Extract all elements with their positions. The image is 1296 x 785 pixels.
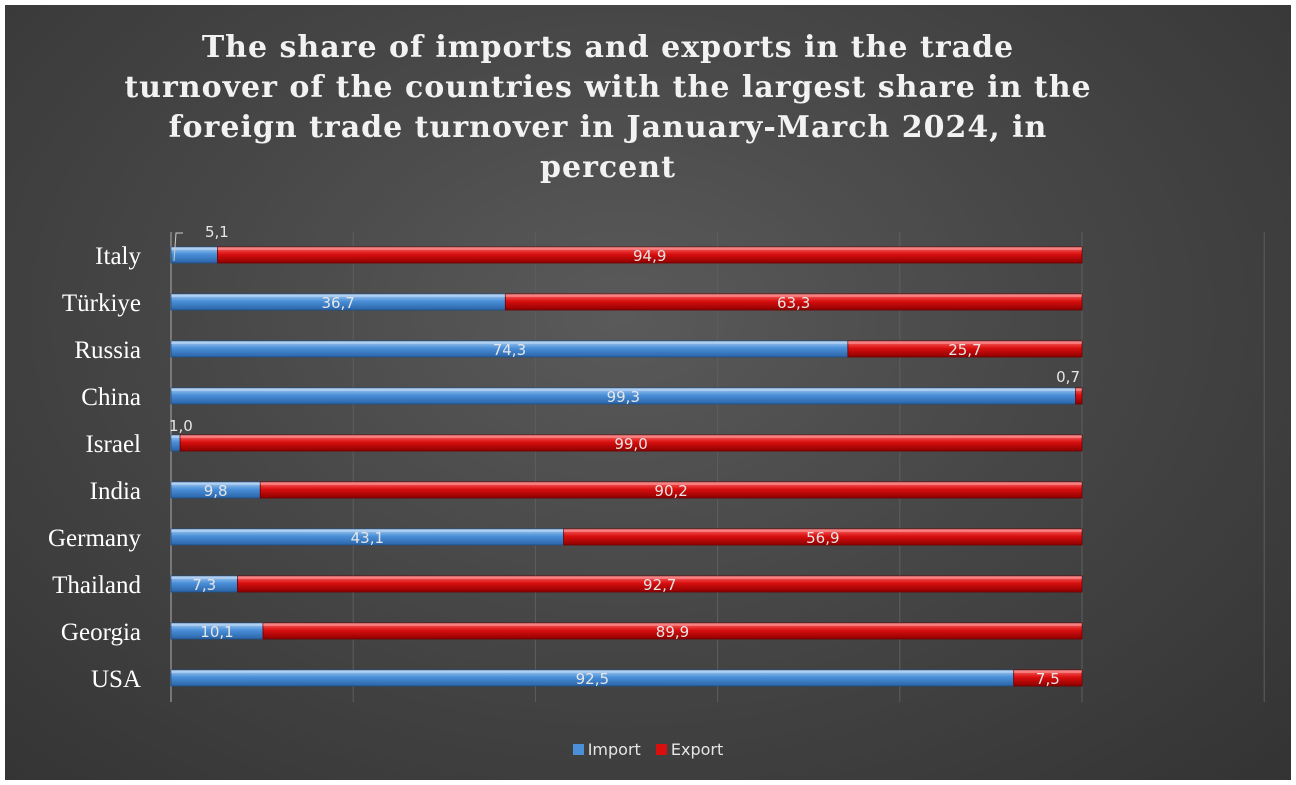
bar-highlight <box>263 623 1082 626</box>
chart-title-line-4: percent <box>540 150 676 185</box>
bar-export <box>847 340 1083 358</box>
value-label-export: 56,9 <box>806 529 839 547</box>
legend-label-export: Export <box>670 740 724 759</box>
value-label-import: 9,8 <box>204 482 228 500</box>
bar-highlight <box>171 341 848 344</box>
legend-item-import: Import <box>572 740 641 759</box>
bar-highlight <box>237 576 1083 579</box>
bar-highlight <box>260 482 1082 485</box>
bar-highlight <box>505 294 1082 297</box>
bar-export <box>1075 387 1083 405</box>
value-label-import: 1,0 <box>169 417 193 435</box>
bar-export <box>504 293 1083 311</box>
bar-export <box>237 575 1083 593</box>
bar-highlight <box>171 576 238 579</box>
value-label-import: 5,1 <box>205 223 229 241</box>
bar-highlight <box>1013 670 1082 673</box>
bar-highlight <box>847 341 1082 344</box>
value-label-export: 99,0 <box>614 435 647 453</box>
category-label: Türkiye <box>62 290 141 317</box>
bar-export <box>1013 669 1083 687</box>
bar-highlight <box>180 435 1083 438</box>
leader-line <box>173 232 183 262</box>
value-label-import: 10,1 <box>200 623 233 641</box>
bar-export <box>179 434 1083 452</box>
bar-highlight <box>171 529 564 532</box>
chart-title-line-1: The share of imports and exports in the … <box>201 30 1015 65</box>
category-label: Russia <box>74 337 141 364</box>
bar-highlight <box>563 529 1082 532</box>
bar-export <box>262 622 1083 640</box>
chart-title-line-3: foreign trade turnover in January-March … <box>168 110 1048 145</box>
value-label-import: 74,3 <box>493 341 526 359</box>
bar-highlight <box>171 388 1076 391</box>
legend-swatch-import <box>572 744 584 755</box>
bar-highlight <box>171 247 218 250</box>
bar-highlight <box>171 435 181 438</box>
legend-label-import: Import <box>587 740 641 759</box>
legend-swatch-export <box>655 744 667 755</box>
bar-highlight <box>171 294 506 297</box>
category-label: Italy <box>95 243 141 270</box>
value-label-export: 89,9 <box>656 623 689 641</box>
bar-export <box>217 246 1083 264</box>
category-label: China <box>81 384 141 411</box>
category-label: India <box>90 478 141 505</box>
value-label-export: 92,7 <box>643 576 676 594</box>
chart-title-line-2: turnover of the countries with the large… <box>124 70 1092 105</box>
value-label-import: 99,3 <box>607 388 640 406</box>
value-label-export: 94,9 <box>633 247 666 265</box>
category-label: Israel <box>85 431 141 458</box>
value-label-import: 7,3 <box>192 576 216 594</box>
value-label-import: 43,1 <box>351 529 384 547</box>
category-label: Thailand <box>52 572 141 599</box>
category-label: USA <box>91 666 141 693</box>
category-label: Georgia <box>61 619 141 646</box>
value-label-export: 7,5 <box>1036 670 1060 688</box>
bar-highlight <box>217 247 1082 250</box>
category-label: Germany <box>48 525 142 552</box>
value-label-export: 63,3 <box>777 294 810 312</box>
bar-highlight <box>171 670 1014 673</box>
value-label-export: 0,7 <box>1056 368 1080 386</box>
value-label-export: 25,7 <box>948 341 981 359</box>
bar-highlight <box>1075 388 1082 391</box>
bar-export <box>259 481 1083 499</box>
bar-highlight <box>171 482 261 485</box>
legend: Import Export <box>0 740 1296 759</box>
legend-item-export: Export <box>655 740 724 759</box>
chart-title: The share of imports and exports in the … <box>0 28 1216 188</box>
value-label-import: 36,7 <box>321 294 354 312</box>
value-label-import: 92,5 <box>576 670 609 688</box>
bar-export <box>563 528 1083 546</box>
value-label-export: 90,2 <box>654 482 687 500</box>
bar-highlight <box>171 623 264 626</box>
